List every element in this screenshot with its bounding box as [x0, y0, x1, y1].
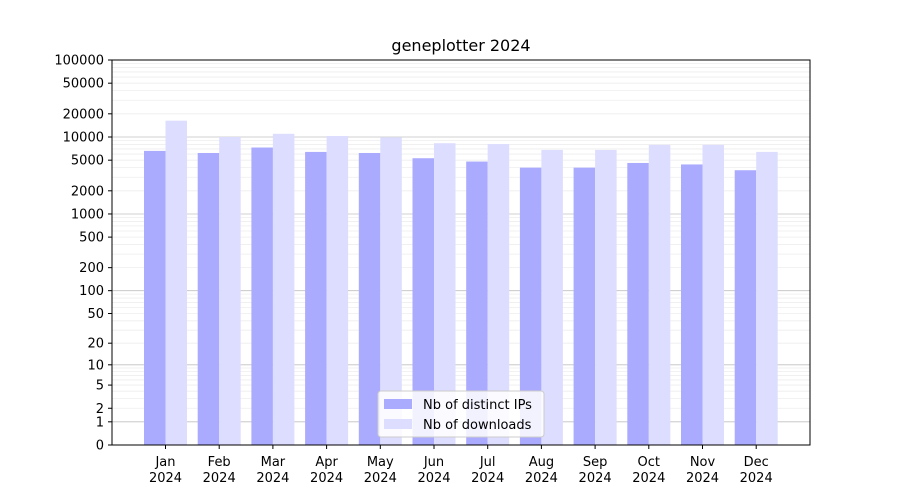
- bar-downloads: [756, 151, 778, 445]
- x-axis: Jan2024Feb2024Mar2024Apr2024May2024Jun20…: [149, 445, 773, 486]
- x-tick-label-month: Feb: [208, 455, 231, 470]
- x-tick-label-month: Oct: [638, 455, 660, 470]
- x-tick-label-month: May: [367, 455, 394, 470]
- y-tick-label: 2: [96, 402, 104, 417]
- bar-downloads: [272, 133, 295, 445]
- x-tick-label-year: 2024: [364, 471, 397, 486]
- x-tick-label-month: Jun: [423, 455, 444, 470]
- plot-frame: [111, 59, 811, 446]
- y-tick-label: 200: [79, 261, 104, 276]
- x-tick-label-year: 2024: [203, 471, 236, 486]
- bar-downloads: [648, 144, 671, 446]
- legend-swatch: [384, 419, 412, 429]
- x-tick-label-year: 2024: [686, 471, 719, 486]
- x-tick-label-year: 2024: [632, 471, 665, 486]
- y-tick-label: 5: [96, 379, 104, 394]
- x-tick-label-month: Jan: [154, 455, 175, 470]
- y-tick-label: 20: [87, 337, 104, 352]
- bar-distinct-ips: [251, 147, 273, 445]
- x-tick-label-month: Apr: [315, 455, 338, 470]
- x-tick-label-year: 2024: [256, 471, 289, 486]
- chart-title: geneplotter 2024: [391, 36, 530, 55]
- y-tick-label: 1: [96, 415, 104, 430]
- bar-downloads: [165, 120, 187, 445]
- bar-downloads: [595, 149, 617, 445]
- legend-swatch: [384, 399, 412, 409]
- bar-downloads: [487, 144, 510, 445]
- bar-distinct-ips: [519, 167, 542, 446]
- x-tick-label-month: Jul: [479, 455, 496, 470]
- bars: [144, 120, 778, 446]
- y-tick-label: 0: [96, 439, 104, 454]
- bar-distinct-ips: [305, 151, 327, 445]
- bar-downloads: [326, 136, 349, 446]
- bar-distinct-ips: [573, 167, 596, 446]
- bar-distinct-ips: [197, 152, 220, 445]
- x-tick-label-year: 2024: [740, 471, 773, 486]
- bar-distinct-ips: [627, 162, 649, 445]
- y-tick-label: 50: [87, 307, 104, 322]
- y-tick-label: 500: [79, 231, 104, 246]
- y-tick-label: 50000: [63, 77, 104, 92]
- bar-distinct-ips: [144, 150, 166, 445]
- x-tick-label-month: Nov: [690, 455, 716, 470]
- x-tick-label-month: Dec: [744, 455, 769, 470]
- x-tick-label-year: 2024: [525, 471, 558, 486]
- y-tick-label: 10000: [63, 130, 104, 145]
- x-tick-label-year: 2024: [149, 471, 182, 486]
- x-tick-label-month: Aug: [529, 455, 554, 470]
- x-tick-label-month: Sep: [583, 455, 608, 470]
- bar-downloads: [380, 137, 402, 445]
- legend-box: [377, 390, 545, 438]
- y-tick-label: 10: [87, 358, 104, 373]
- bar-downloads: [219, 136, 241, 445]
- x-tick-label-month: Mar: [261, 455, 286, 470]
- y-axis: 0 12 5 10 20 50 100 200 500 1000 2000 5000 10000 2000…: [54, 54, 112, 454]
- y-tick-label: 5000: [71, 154, 104, 169]
- bar-downloads: [541, 149, 563, 445]
- y-tick-label: 100000: [54, 54, 104, 69]
- x-tick-label-year: 2024: [579, 471, 612, 486]
- y-tick-label: 2000: [71, 184, 104, 199]
- y-tick-label: 1000: [71, 207, 104, 222]
- legend: Nb of distinct IPs Nb of downloads: [377, 390, 545, 438]
- legend-label: Nb of distinct IPs: [423, 398, 532, 413]
- y-tick-label: 20000: [63, 107, 104, 122]
- x-tick-label-year: 2024: [471, 471, 504, 486]
- bar-downloads: [702, 144, 724, 446]
- bar-distinct-ips: [734, 170, 757, 445]
- bar-distinct-ips: [358, 152, 381, 445]
- bar-distinct-ips: [681, 164, 703, 446]
- bar-distinct-ips: [466, 161, 488, 445]
- legend-label: Nb of downloads: [423, 418, 532, 433]
- x-tick-label-year: 2024: [310, 471, 343, 486]
- x-tick-label-year: 2024: [417, 471, 450, 486]
- bar-distinct-ips: [412, 158, 434, 445]
- y-tick-label: 100: [79, 284, 104, 299]
- bar-downloads: [434, 143, 456, 445]
